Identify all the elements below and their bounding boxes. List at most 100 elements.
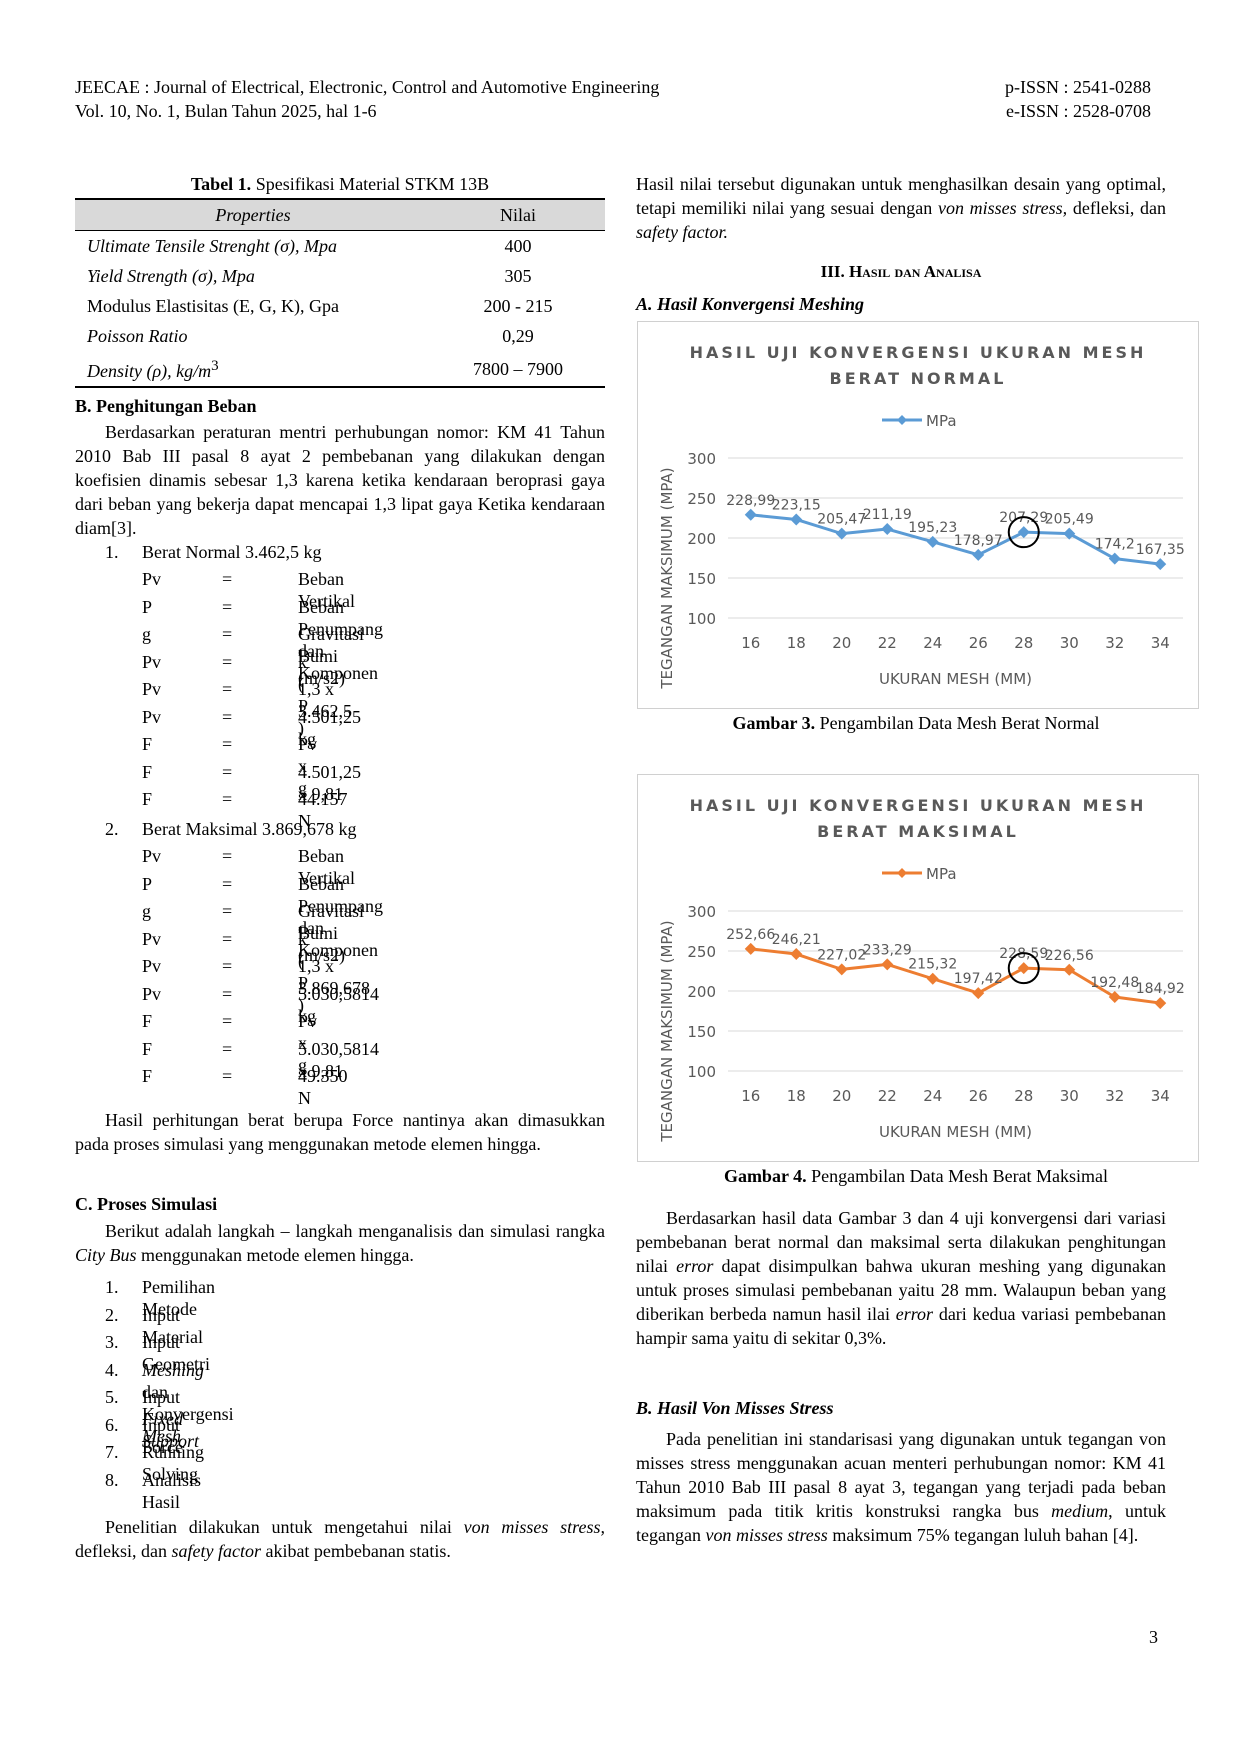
eq-sign: = — [222, 873, 233, 894]
prop-cell: Modulus Elastisitas (E, G, K), Gpa — [87, 296, 339, 316]
eq-sign: = — [222, 651, 233, 672]
section-c-paragraph: Berikut adalah langkah – langkah mengana… — [75, 1219, 605, 1267]
chart-legend: MPa — [882, 865, 957, 883]
text-italic: medium — [1051, 1501, 1109, 1521]
x-tick-label: 20 — [832, 1087, 851, 1105]
chart-canvas: MPa 100 150 200 250 300 16 18 20 22 24 26 28 30 32 34 UK… — [658, 865, 1185, 1143]
value-cell: 0,29 — [502, 326, 534, 346]
text-italic: safety factor. — [636, 222, 728, 242]
data-label: 192,48 — [1090, 975, 1139, 991]
step-text: Analisis Hasil — [142, 1469, 202, 1512]
text-span: dari kedua variasi pembebanan hampir sam… — [636, 1304, 1166, 1348]
x-tick-label: 22 — [878, 1087, 897, 1105]
x-axis-title: UKURAN MESH (MM) — [879, 670, 1032, 688]
eq-value: k ( P ) — [298, 928, 308, 1015]
eq-sign: = — [222, 789, 233, 809]
table-header-row: Properties Nilai — [75, 198, 605, 231]
data-point — [1063, 963, 1076, 976]
step-number: 4. — [105, 1359, 119, 1380]
y-tick-label: 250 — [687, 490, 716, 508]
data-label: 226,56 — [1045, 948, 1094, 964]
data-point — [1154, 558, 1167, 571]
data-point — [926, 972, 939, 985]
section-3-heading: III. Hasil dan Analisa — [820, 262, 982, 281]
chart-subtitle: BERAT NORMAL — [829, 369, 1007, 388]
data-label: 195,23 — [908, 520, 957, 536]
eq-symbol: P — [142, 596, 153, 617]
data-point — [1108, 552, 1121, 565]
data-label: 228,99 — [726, 493, 775, 509]
eq-value: k ( P ) — [298, 651, 308, 738]
x-tick-label: 16 — [741, 634, 760, 652]
step-text: Input Force — [142, 1414, 183, 1457]
step-number: 5. — [105, 1387, 119, 1407]
eq-sign: = — [222, 1038, 233, 1059]
data-point — [1108, 991, 1121, 1004]
chart-canvas: MPa 100 150 200 250 300 16 18 20 22 24 26 28 30 32 34 UK… — [658, 412, 1185, 690]
eq-symbol: Pv — [142, 928, 162, 949]
eq-value: Beban Vertikal — [298, 846, 355, 888]
step-text: Pemilihan Metode — [142, 1277, 215, 1319]
y-axis-title: TEGANGAN MAKSIMUM (MPA) — [658, 920, 676, 1142]
value-cell: 400 — [504, 236, 532, 256]
y-tick-label: 150 — [687, 1023, 716, 1041]
list-item: Berat Maksimal 3.869,678 kg — [142, 819, 357, 839]
text-italic: von misses stress, — [937, 198, 1068, 218]
eq-sign: = — [222, 846, 233, 866]
x-tick-label: 18 — [787, 1087, 806, 1105]
text-span: Hasil nilai tersebut digunakan untuk men… — [636, 174, 1166, 218]
eq-symbol: F — [142, 1066, 153, 1086]
x-tick-label: 18 — [787, 634, 806, 652]
prop-cell: Yield Strength (σ), Mpa — [87, 266, 255, 286]
x-tick-label: 24 — [923, 1087, 942, 1105]
text-span: Pada penelitian ini standarisasi yang di… — [636, 1429, 1166, 1521]
caption-text: Pengambilan Data Mesh Berat Normal — [815, 713, 1100, 733]
series-line — [750, 513, 1161, 566]
y-tick-label: 100 — [687, 1063, 716, 1081]
data-label: 246,21 — [772, 932, 821, 948]
data-label: 252,66 — [726, 927, 775, 943]
table-caption-text: Spesifikasi Material STKM 13B — [255, 174, 490, 194]
eq-value: 5.030,5814 kg — [298, 983, 379, 1026]
section-c-heading: C. Proses Simulasi — [75, 1194, 218, 1214]
text-span: menggunakan metode elemen hingga. — [136, 1245, 414, 1265]
right-intro: Hasil nilai tersebut digunakan untuk men… — [636, 172, 1166, 244]
eq-value: Beban Vertikal — [298, 569, 355, 611]
chart-title: HASIL UJI KONVERGENSI UKURAN MESH — [689, 796, 1147, 815]
col-header-properties: Properties — [215, 205, 291, 225]
x-tick-label: 26 — [969, 634, 988, 652]
data-label: 227,02 — [817, 947, 866, 963]
y-tick-label: 200 — [687, 530, 716, 548]
data-label: 205,47 — [817, 512, 866, 528]
eq-sign: = — [222, 928, 233, 949]
eq-sign: = — [222, 734, 233, 754]
prop-cell: Density (ρ), kg/m — [87, 361, 212, 381]
value-cell: 7800 – 7900 — [431, 351, 605, 388]
data-point — [881, 523, 894, 536]
eq-sign: = — [222, 1066, 233, 1086]
data-label: 174,2 — [1095, 537, 1135, 553]
eq-value: 4.501,25 x 9,81 — [298, 761, 361, 804]
eq-value: Beban Penumpang dan Komponen — [298, 596, 383, 683]
text-span: Berikut adalah langkah – langkah mengana… — [105, 1221, 605, 1241]
results-paragraph: Berdasarkan hasil data Gambar 3 dan 4 uj… — [636, 1206, 1166, 1350]
y-tick-label: 100 — [687, 610, 716, 628]
data-point — [1154, 997, 1167, 1010]
y-tick-label: 150 — [687, 570, 716, 588]
data-point — [835, 527, 848, 540]
x-tick-label: 30 — [1060, 1087, 1079, 1105]
spec-table: Properties Nilai Ultimate Tensile Streng… — [75, 198, 605, 388]
step-number: 3. — [105, 1332, 119, 1352]
step-text: Input Material — [142, 1304, 203, 1347]
data-point — [744, 508, 757, 521]
table-row: Ultimate Tensile Strenght (σ), Mpa 400 — [75, 231, 605, 262]
text-span: defleksi, dan — [75, 1541, 172, 1561]
y-tick-label: 200 — [687, 983, 716, 1001]
eq-symbol: Pv — [142, 846, 162, 866]
step-number: 1. — [105, 1277, 119, 1297]
text-italic: error — [676, 1256, 714, 1276]
step-number: 7. — [105, 1442, 119, 1462]
data-label: 184,92 — [1136, 981, 1185, 997]
data-point — [1017, 962, 1030, 975]
eq-symbol: Pv — [142, 651, 162, 672]
